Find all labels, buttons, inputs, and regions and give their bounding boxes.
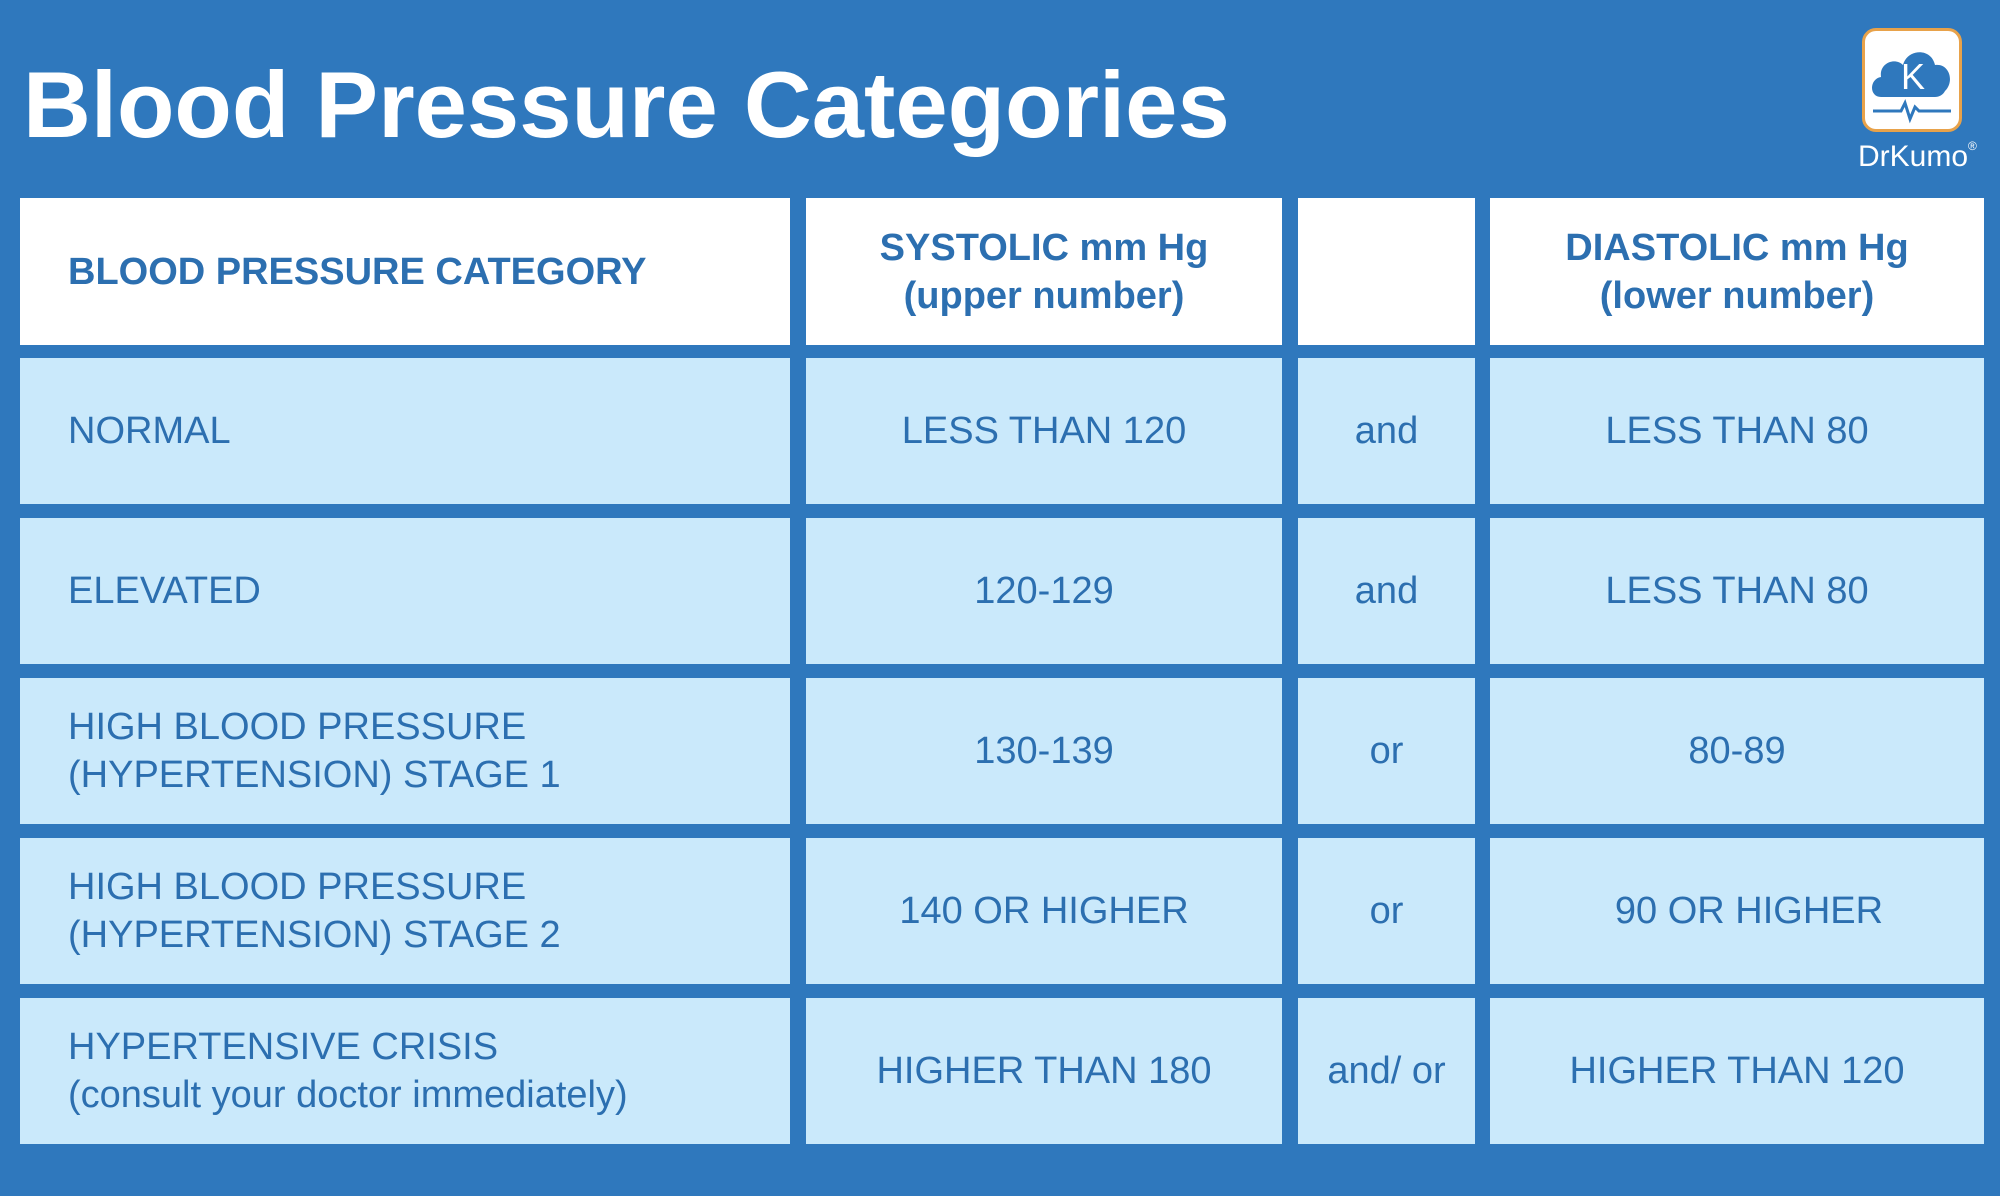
drkumo-logo: K DrKumo® xyxy=(1858,26,1982,180)
category-sublabel: (HYPERTENSION) STAGE 1 xyxy=(68,754,561,796)
category-sublabel: (HYPERTENSION) STAGE 2 xyxy=(68,914,561,956)
header-systolic-sublabel: (upper number) xyxy=(903,274,1185,317)
category-label: HYPERTENSIVE CRISIS xyxy=(68,1026,499,1068)
row-crisis-category: HYPERTENSIVE CRISIS (consult your doctor… xyxy=(20,998,790,1144)
row-elevated-diastolic: LESS THAN 80 xyxy=(1490,518,1984,664)
row-elevated-systolic: 120-129 xyxy=(806,518,1282,664)
diastolic-value: HIGHER THAN 120 xyxy=(1569,1050,1905,1092)
cloud-heartbeat-icon: K xyxy=(1872,52,1951,124)
header-systolic: SYSTOLIC mm Hg (upper number) xyxy=(806,198,1282,345)
connector-value: and xyxy=(1354,570,1419,612)
category-sublabel: (consult your doctor immediately) xyxy=(68,1074,628,1116)
header-diastolic: DIASTOLIC mm Hg (lower number) xyxy=(1490,198,1984,345)
header-diastolic-sublabel: (lower number) xyxy=(1599,274,1875,317)
row-elevated-category: ELEVATED xyxy=(20,518,790,664)
registered-mark: ® xyxy=(1968,139,1977,153)
systolic-value: 130-139 xyxy=(974,730,1114,772)
row-stage1-diastolic: 80-89 xyxy=(1490,678,1984,824)
header-category: BLOOD PRESSURE CATEGORY xyxy=(20,198,790,345)
header-connector xyxy=(1298,198,1475,345)
row-stage1-connector: or xyxy=(1298,678,1475,824)
header-systolic-label: SYSTOLIC mm Hg xyxy=(879,226,1209,269)
row-elevated-connector: and xyxy=(1298,518,1475,664)
systolic-value: HIGHER THAN 180 xyxy=(876,1050,1212,1092)
connector-value: and/ or xyxy=(1327,1050,1446,1092)
category-label: HIGH BLOOD PRESSURE xyxy=(68,866,527,908)
header-diastolic-label: DIASTOLIC mm Hg xyxy=(1565,226,1909,269)
category-label: NORMAL xyxy=(68,410,231,452)
logo-badge: K xyxy=(1862,28,1962,132)
connector-value: or xyxy=(1369,890,1404,932)
page-title: Blood Pressure Categories xyxy=(23,52,1230,157)
category-label: HIGH BLOOD PRESSURE xyxy=(68,706,527,748)
logo-letter: K xyxy=(1901,56,1925,97)
header-category-label: BLOOD PRESSURE CATEGORY xyxy=(68,250,647,293)
systolic-value: LESS THAN 120 xyxy=(901,410,1187,452)
diastolic-value: 80-89 xyxy=(1688,730,1786,772)
row-crisis-connector: and/ or xyxy=(1298,998,1475,1144)
logo-name: DrKumo xyxy=(1858,140,1969,173)
row-stage2-systolic: 140 OR HIGHER xyxy=(806,838,1282,984)
row-stage1-category: HIGH BLOOD PRESSURE (HYPERTENSION) STAGE… xyxy=(20,678,790,824)
row-stage2-category: HIGH BLOOD PRESSURE (HYPERTENSION) STAGE… xyxy=(20,838,790,984)
systolic-value: 120-129 xyxy=(974,570,1114,612)
diastolic-value: 90 OR HIGHER xyxy=(1614,890,1884,932)
category-label: ELEVATED xyxy=(68,570,261,612)
row-normal-connector: and xyxy=(1298,358,1475,504)
diastolic-value: LESS THAN 80 xyxy=(1605,410,1869,452)
row-crisis-diastolic: HIGHER THAN 120 xyxy=(1490,998,1984,1144)
systolic-value: 140 OR HIGHER xyxy=(899,890,1189,932)
row-normal-category: NORMAL xyxy=(20,358,790,504)
row-normal-diastolic: LESS THAN 80 xyxy=(1490,358,1984,504)
diastolic-value: LESS THAN 80 xyxy=(1605,570,1869,612)
row-stage1-systolic: 130-139 xyxy=(806,678,1282,824)
connector-value: and xyxy=(1354,410,1419,452)
row-crisis-systolic: HIGHER THAN 180 xyxy=(806,998,1282,1144)
connector-value: or xyxy=(1369,730,1404,772)
row-stage2-connector: or xyxy=(1298,838,1475,984)
row-normal-systolic: LESS THAN 120 xyxy=(806,358,1282,504)
row-stage2-diastolic: 90 OR HIGHER xyxy=(1490,838,1984,984)
